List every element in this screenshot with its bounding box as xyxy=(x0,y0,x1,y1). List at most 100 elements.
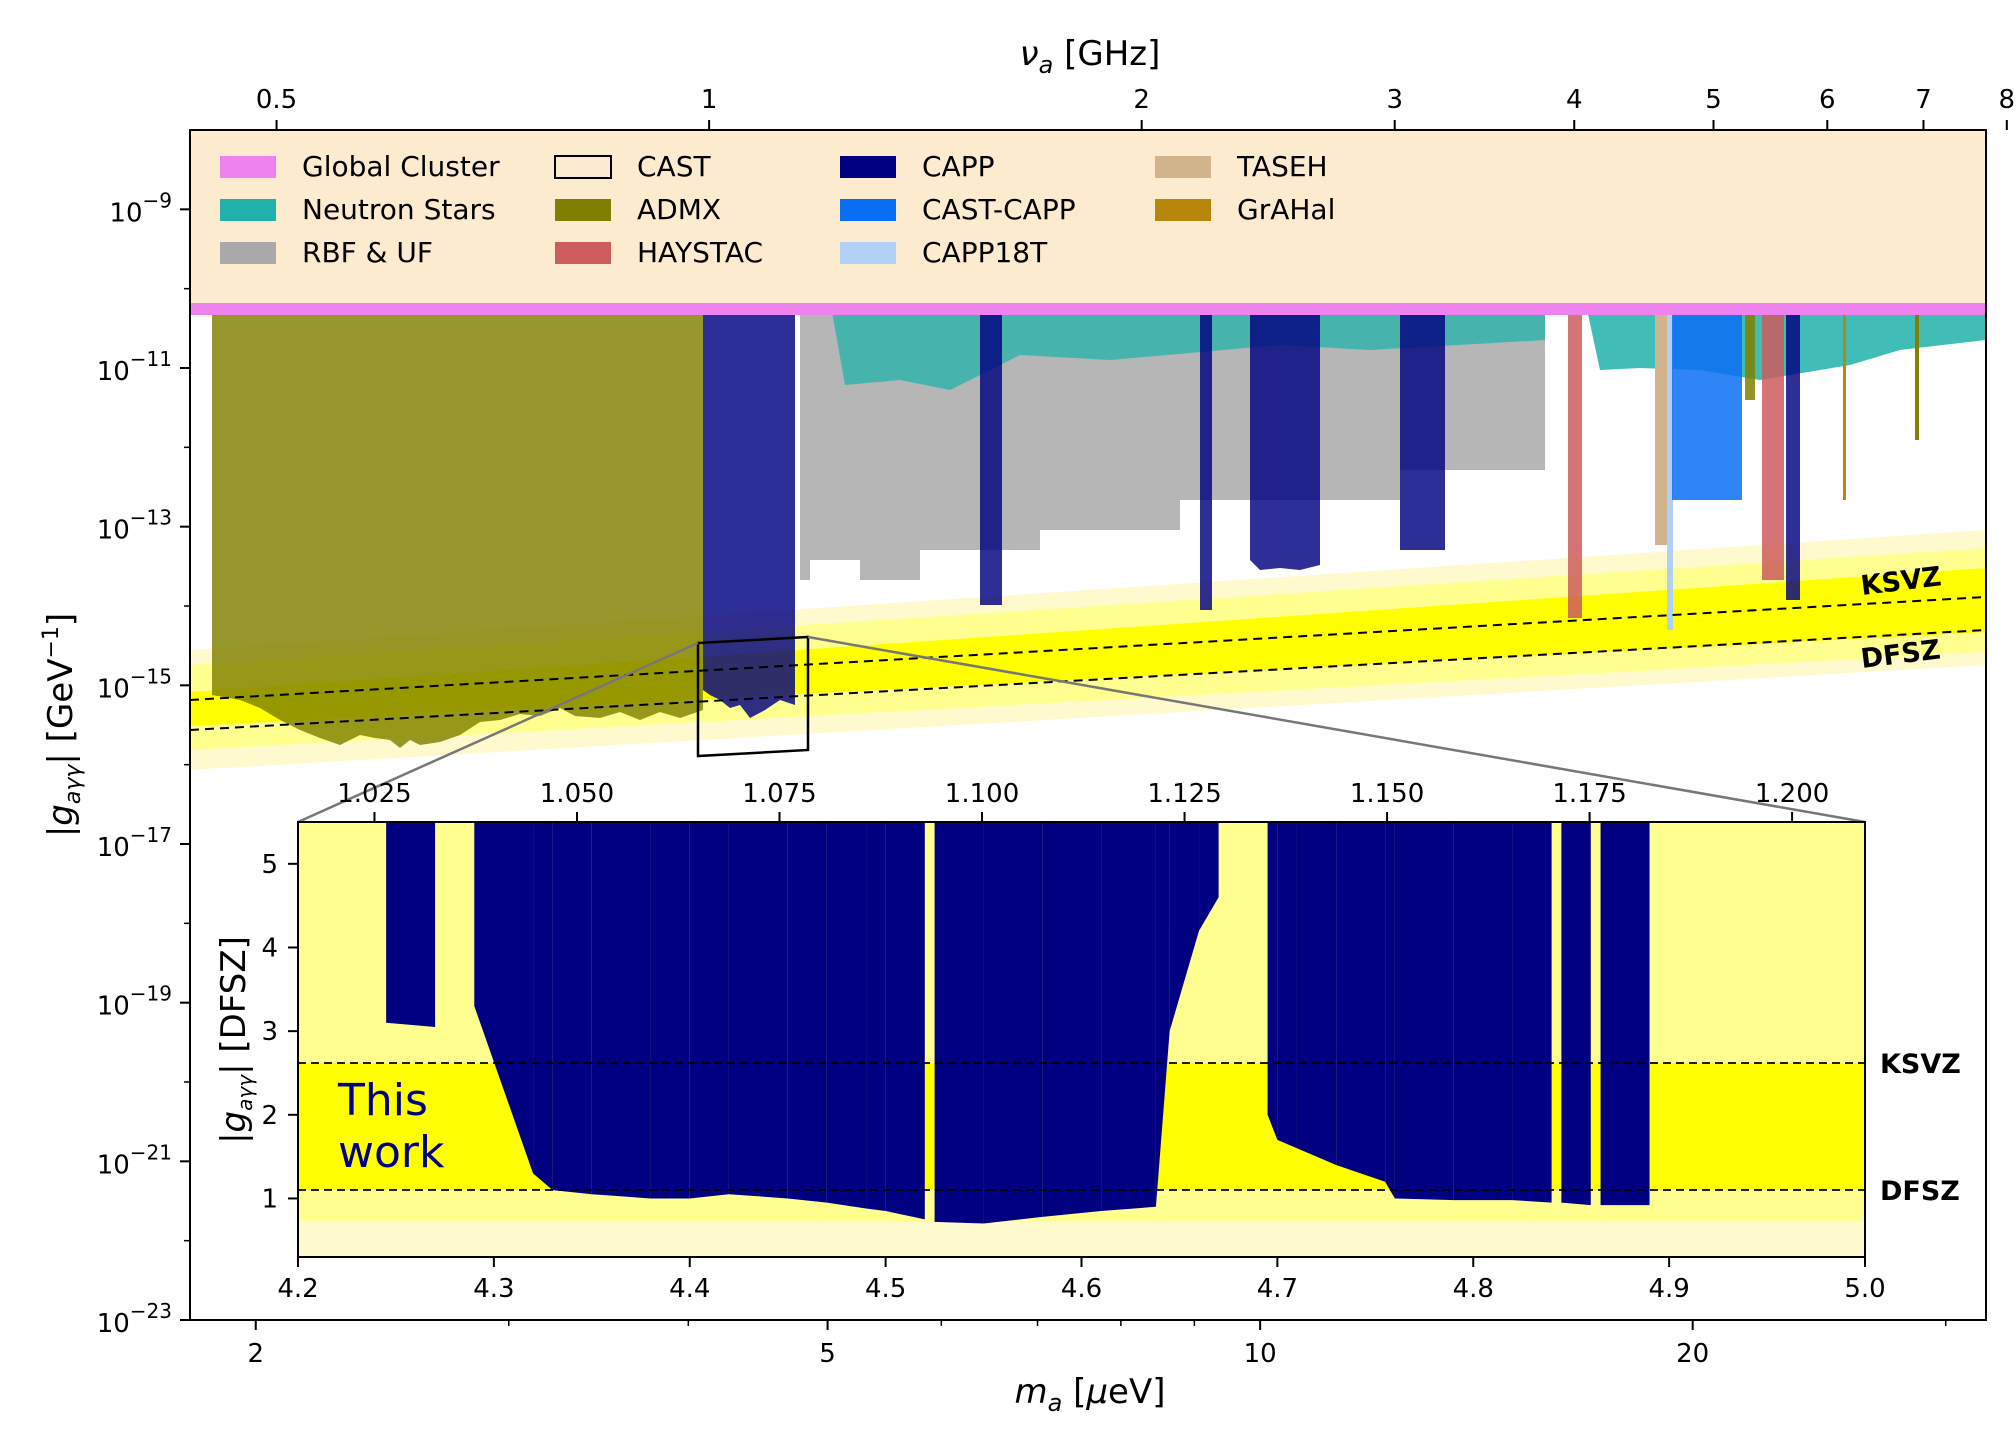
y-tick-label: 10−11 xyxy=(97,347,172,387)
haystac-region-b xyxy=(1762,300,1784,580)
legend-swatch xyxy=(840,199,896,221)
haystac-region-a xyxy=(1568,300,1582,618)
legend-label: ADMX xyxy=(637,193,721,226)
inset-x-tick-label: 4.3 xyxy=(473,1274,514,1304)
capp-series-segment xyxy=(552,822,592,1195)
legend-swatch xyxy=(220,242,276,264)
x-tick-label: 2 xyxy=(247,1339,264,1369)
y-tick-label: 10−9 xyxy=(109,188,172,228)
capp-series-segment xyxy=(866,822,886,1211)
y-tick-label: 10−15 xyxy=(97,664,172,704)
y-tick-label: 10−17 xyxy=(97,823,172,863)
legend-box xyxy=(190,130,1986,303)
inset-axes: 4.2 4.3 4.4 4.5 4.6 4.7 4.8 4.9 5.0 1.025 1.050 1.0… xyxy=(261,779,1885,1304)
capp-regions xyxy=(703,300,1800,718)
inset-y-axis-title: |gaγγ| [DFSZ] xyxy=(214,936,257,1144)
this-work-line-1: This xyxy=(337,1075,428,1126)
capp-series-segment xyxy=(1267,822,1278,1140)
inset-x-tick-label: 4.9 xyxy=(1648,1274,1689,1304)
capp-series-segment xyxy=(934,822,984,1224)
top-tick-label: 8 xyxy=(1999,85,2016,115)
capp-series-segment xyxy=(728,822,788,1199)
capp-series-segment xyxy=(1512,822,1552,1203)
legend-swatch xyxy=(555,242,611,264)
taseh-region xyxy=(1655,300,1667,545)
capp-exclusion-series xyxy=(386,822,1650,1224)
capp-series-segment xyxy=(1296,822,1337,1165)
inset-y-tick-label: 4 xyxy=(261,933,278,963)
capp-series-segment xyxy=(474,822,534,1174)
legend-swatch xyxy=(1155,156,1211,178)
inset-y-tick-label: 2 xyxy=(261,1101,278,1131)
main-plot: KSVZ DFSZ Global Cluster Neutron Stars RBF… xyxy=(39,34,2015,1417)
top-tick-label: 5 xyxy=(1705,85,1722,115)
legend-swatch xyxy=(220,199,276,221)
inset-y-tick-label: 5 xyxy=(261,850,278,880)
inset-x-tick-label: 4.8 xyxy=(1453,1274,1494,1304)
legend-swatch xyxy=(220,156,276,178)
capp-series-segment xyxy=(1277,822,1297,1149)
exclusion-regions xyxy=(190,300,1986,748)
top-tick-label: 0.5 xyxy=(256,85,297,115)
capp-series-segment xyxy=(533,822,553,1191)
top-tick-label: 7 xyxy=(1915,85,1932,115)
admx-region-c xyxy=(1915,300,1919,440)
inset-top-tick-label: 1.125 xyxy=(1147,779,1221,809)
legend-label: CAST-CAPP xyxy=(922,193,1076,226)
top-tick-label: 4 xyxy=(1566,85,1583,115)
capp-series-segment xyxy=(826,822,867,1209)
this-work-line-2: work xyxy=(338,1127,445,1178)
inset-ksvz-label: KSVZ xyxy=(1880,1049,1961,1080)
inset-top-tick-label: 1.200 xyxy=(1755,779,1829,809)
legend-swatch xyxy=(554,155,612,179)
capp-series-segment xyxy=(591,822,651,1199)
capp-series-segment xyxy=(1600,822,1650,1206)
capp-series-segment xyxy=(1336,822,1386,1182)
capp-series-segment xyxy=(1453,822,1513,1201)
inset-x-tick-label: 4.2 xyxy=(277,1274,318,1304)
inset-x-tick-label: 4.4 xyxy=(669,1274,710,1304)
inset-x-tick-label: 4.7 xyxy=(1257,1274,1298,1304)
main-plot-frame xyxy=(189,129,1987,1321)
capp-series-segment xyxy=(386,822,436,1027)
capp-series-segment xyxy=(1385,822,1395,1199)
inset-y-tick-label: 3 xyxy=(261,1017,278,1047)
capp-series-segment xyxy=(1042,822,1102,1217)
legend-swatch xyxy=(840,156,896,178)
inset-top-tick-label: 1.175 xyxy=(1552,779,1626,809)
top-tick-label: 6 xyxy=(1819,85,1836,115)
x-tick-label: 20 xyxy=(1676,1339,1709,1369)
capp-series-segment xyxy=(1169,822,1200,1032)
legend-label: TASEH xyxy=(1236,150,1328,183)
zoom-connector-right xyxy=(807,635,1866,824)
legend-swatch xyxy=(840,242,896,264)
legend-swatch xyxy=(1155,199,1211,221)
inset-plot: KSVZ DFSZ This work 4.2 4.3 4.4 4.5 4.6 4.7 4.… xyxy=(214,779,1961,1304)
x-tick-label: 5 xyxy=(819,1339,836,1369)
admx-region xyxy=(212,300,703,748)
legend-label: CAPP xyxy=(922,150,994,183)
legend-label: RBF & UF xyxy=(302,236,433,269)
zoom-connector-left xyxy=(297,641,699,824)
top-tick-label: 3 xyxy=(1386,85,1403,115)
capp-series-segment xyxy=(689,822,729,1199)
admx-region-b xyxy=(1745,300,1755,400)
y-tick-label: 10−21 xyxy=(97,1140,172,1180)
legend-label: GrAHal xyxy=(1237,193,1335,226)
cast-zoom-box xyxy=(696,635,810,758)
capp-series-segment xyxy=(650,822,690,1199)
grahal-region xyxy=(1843,300,1846,500)
inset-x-tick-label: 4.6 xyxy=(1061,1274,1102,1304)
capp-series-segment xyxy=(1199,822,1219,931)
capp-series-segment xyxy=(885,822,925,1220)
cast-capp-region xyxy=(1672,300,1742,500)
y-tick-label: 10−23 xyxy=(97,1299,172,1339)
y-axis-title: |gaγγ| [GeV−1] xyxy=(39,613,86,837)
top-tick-label: 2 xyxy=(1133,85,1150,115)
legend: Global Cluster Neutron Stars RBF & UF CAST A… xyxy=(190,130,1986,303)
capp-series-segment xyxy=(1155,822,1170,1207)
inset-top-tick-label: 1.100 xyxy=(945,779,1019,809)
y-tick-label: 10−13 xyxy=(97,506,172,546)
inset-top-tick-label: 1.075 xyxy=(742,779,816,809)
